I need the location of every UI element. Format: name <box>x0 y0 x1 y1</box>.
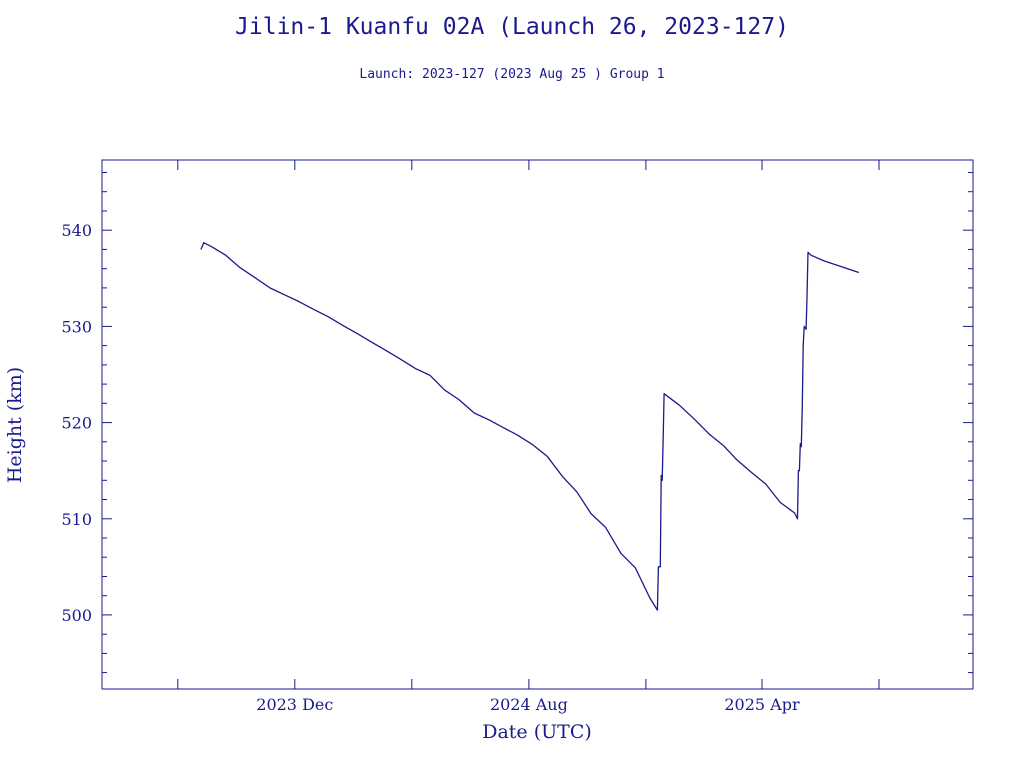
y-axis-label: Height (km) <box>4 367 26 483</box>
y-tick-label: 540 <box>61 221 92 240</box>
series-line-height <box>200 242 860 611</box>
y-tick-label: 520 <box>61 414 92 433</box>
x-tick-label: 2024 Aug <box>490 695 568 714</box>
x-axis-label: Date (UTC) <box>482 721 592 743</box>
y-axis: 500 510 520 530 540 <box>61 172 973 674</box>
chart-title: Jilin-1 Kuanfu 02A (Launch 26, 2023-127) <box>235 14 789 40</box>
y-tick-label: 500 <box>61 606 92 625</box>
y-tick-label: 510 <box>61 510 92 529</box>
x-tick-label: 2023 Dec <box>256 695 333 714</box>
plot-frame <box>101 159 974 690</box>
series-layer <box>200 242 860 611</box>
y-tick-label: 530 <box>61 317 92 336</box>
x-tick-label: 2025 Apr <box>724 695 800 714</box>
chart-subtitle: Launch: 2023-127 (2023 Aug 25 ) Group 1 <box>359 67 665 82</box>
x-axis: 2023 Dec 2024 Aug 2025 Apr <box>177 160 880 714</box>
